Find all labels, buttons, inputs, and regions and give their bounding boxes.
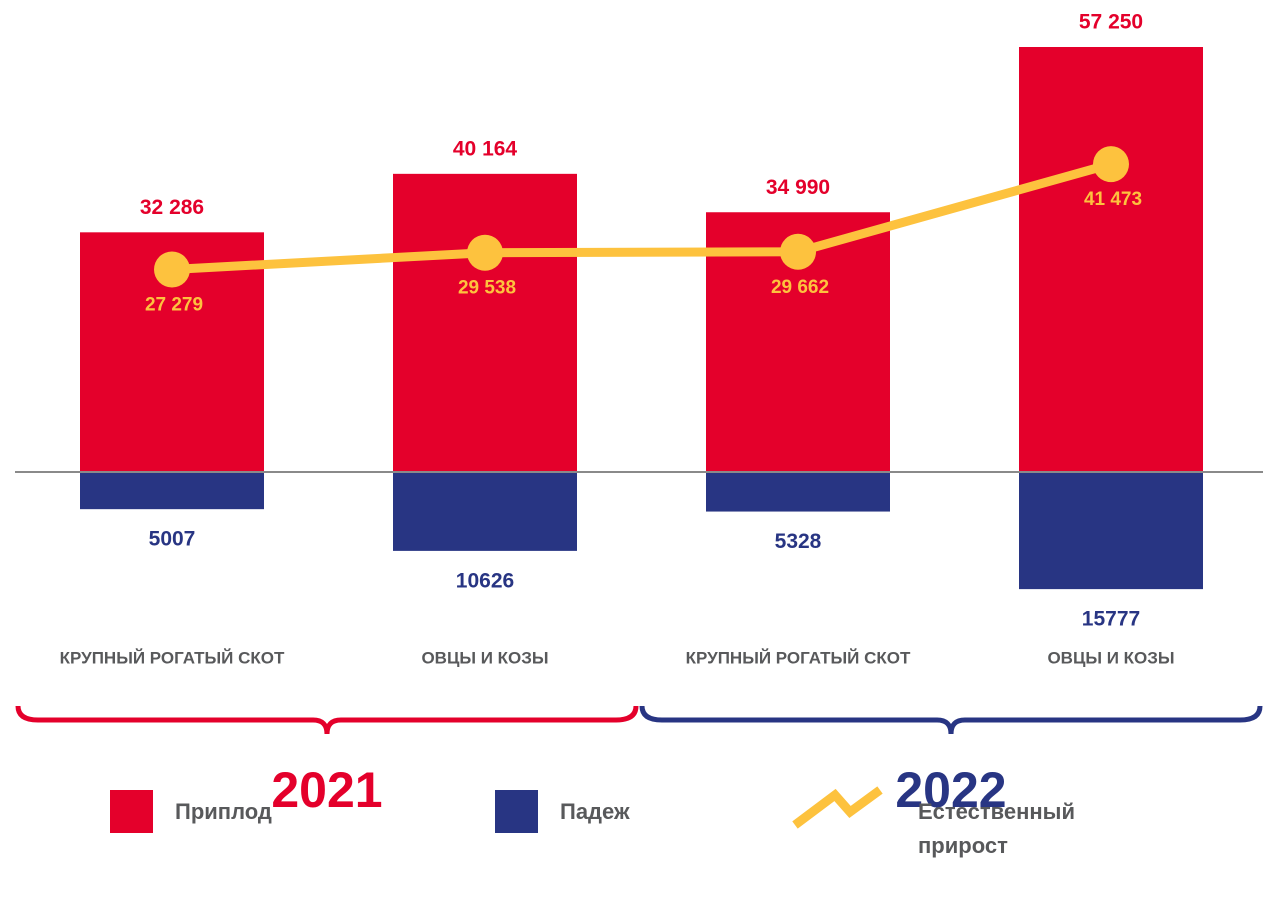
bar bbox=[80, 472, 264, 510]
value-label: 10626 bbox=[456, 569, 514, 592]
x-tick-label: КРУПНЫЙ РОГАТЫЙ СКОТ bbox=[686, 648, 911, 667]
legend-label: Падеж bbox=[560, 799, 630, 824]
bar bbox=[1019, 472, 1203, 590]
group-brace bbox=[15, 705, 639, 735]
line-point bbox=[780, 233, 816, 270]
value-label: 29 538 bbox=[458, 278, 516, 299]
value-label: 27 279 bbox=[145, 295, 203, 316]
legend-swatch bbox=[110, 790, 153, 833]
value-label: 57 250 bbox=[1079, 11, 1143, 34]
group-brace bbox=[639, 705, 1263, 735]
value-label: 32 286 bbox=[140, 196, 204, 219]
value-label: 40 164 bbox=[453, 137, 518, 160]
bar bbox=[393, 173, 577, 472]
x-tick-label: КРУПНЫЙ РОГАТЫЙ СКОТ bbox=[60, 648, 285, 667]
bar bbox=[393, 472, 577, 551]
x-tick-label: ОВЦЫ И КОЗЫ bbox=[421, 648, 548, 667]
legend-swatch bbox=[792, 786, 883, 829]
group-label: 2021 bbox=[271, 762, 382, 818]
line-point bbox=[154, 251, 190, 288]
line-point bbox=[467, 234, 503, 271]
line-point bbox=[1093, 146, 1129, 183]
value-label: 5007 bbox=[149, 528, 196, 551]
value-label: 29 662 bbox=[771, 277, 829, 298]
x-tick-label: ОВЦЫ И КОЗЫ bbox=[1047, 648, 1174, 667]
group-label: 2022 bbox=[895, 762, 1006, 818]
legend-swatch bbox=[495, 790, 538, 833]
value-label: 34 990 bbox=[766, 176, 830, 199]
value-label: 41 473 bbox=[1084, 189, 1142, 210]
value-label: 15777 bbox=[1082, 608, 1140, 631]
bar bbox=[706, 472, 890, 512]
legend-label: Приплод bbox=[175, 799, 272, 824]
line bbox=[171, 159, 1113, 274]
bar bbox=[1019, 47, 1203, 472]
value-label: 5328 bbox=[775, 530, 822, 553]
legend-label: Естественный прирост bbox=[918, 799, 1075, 858]
